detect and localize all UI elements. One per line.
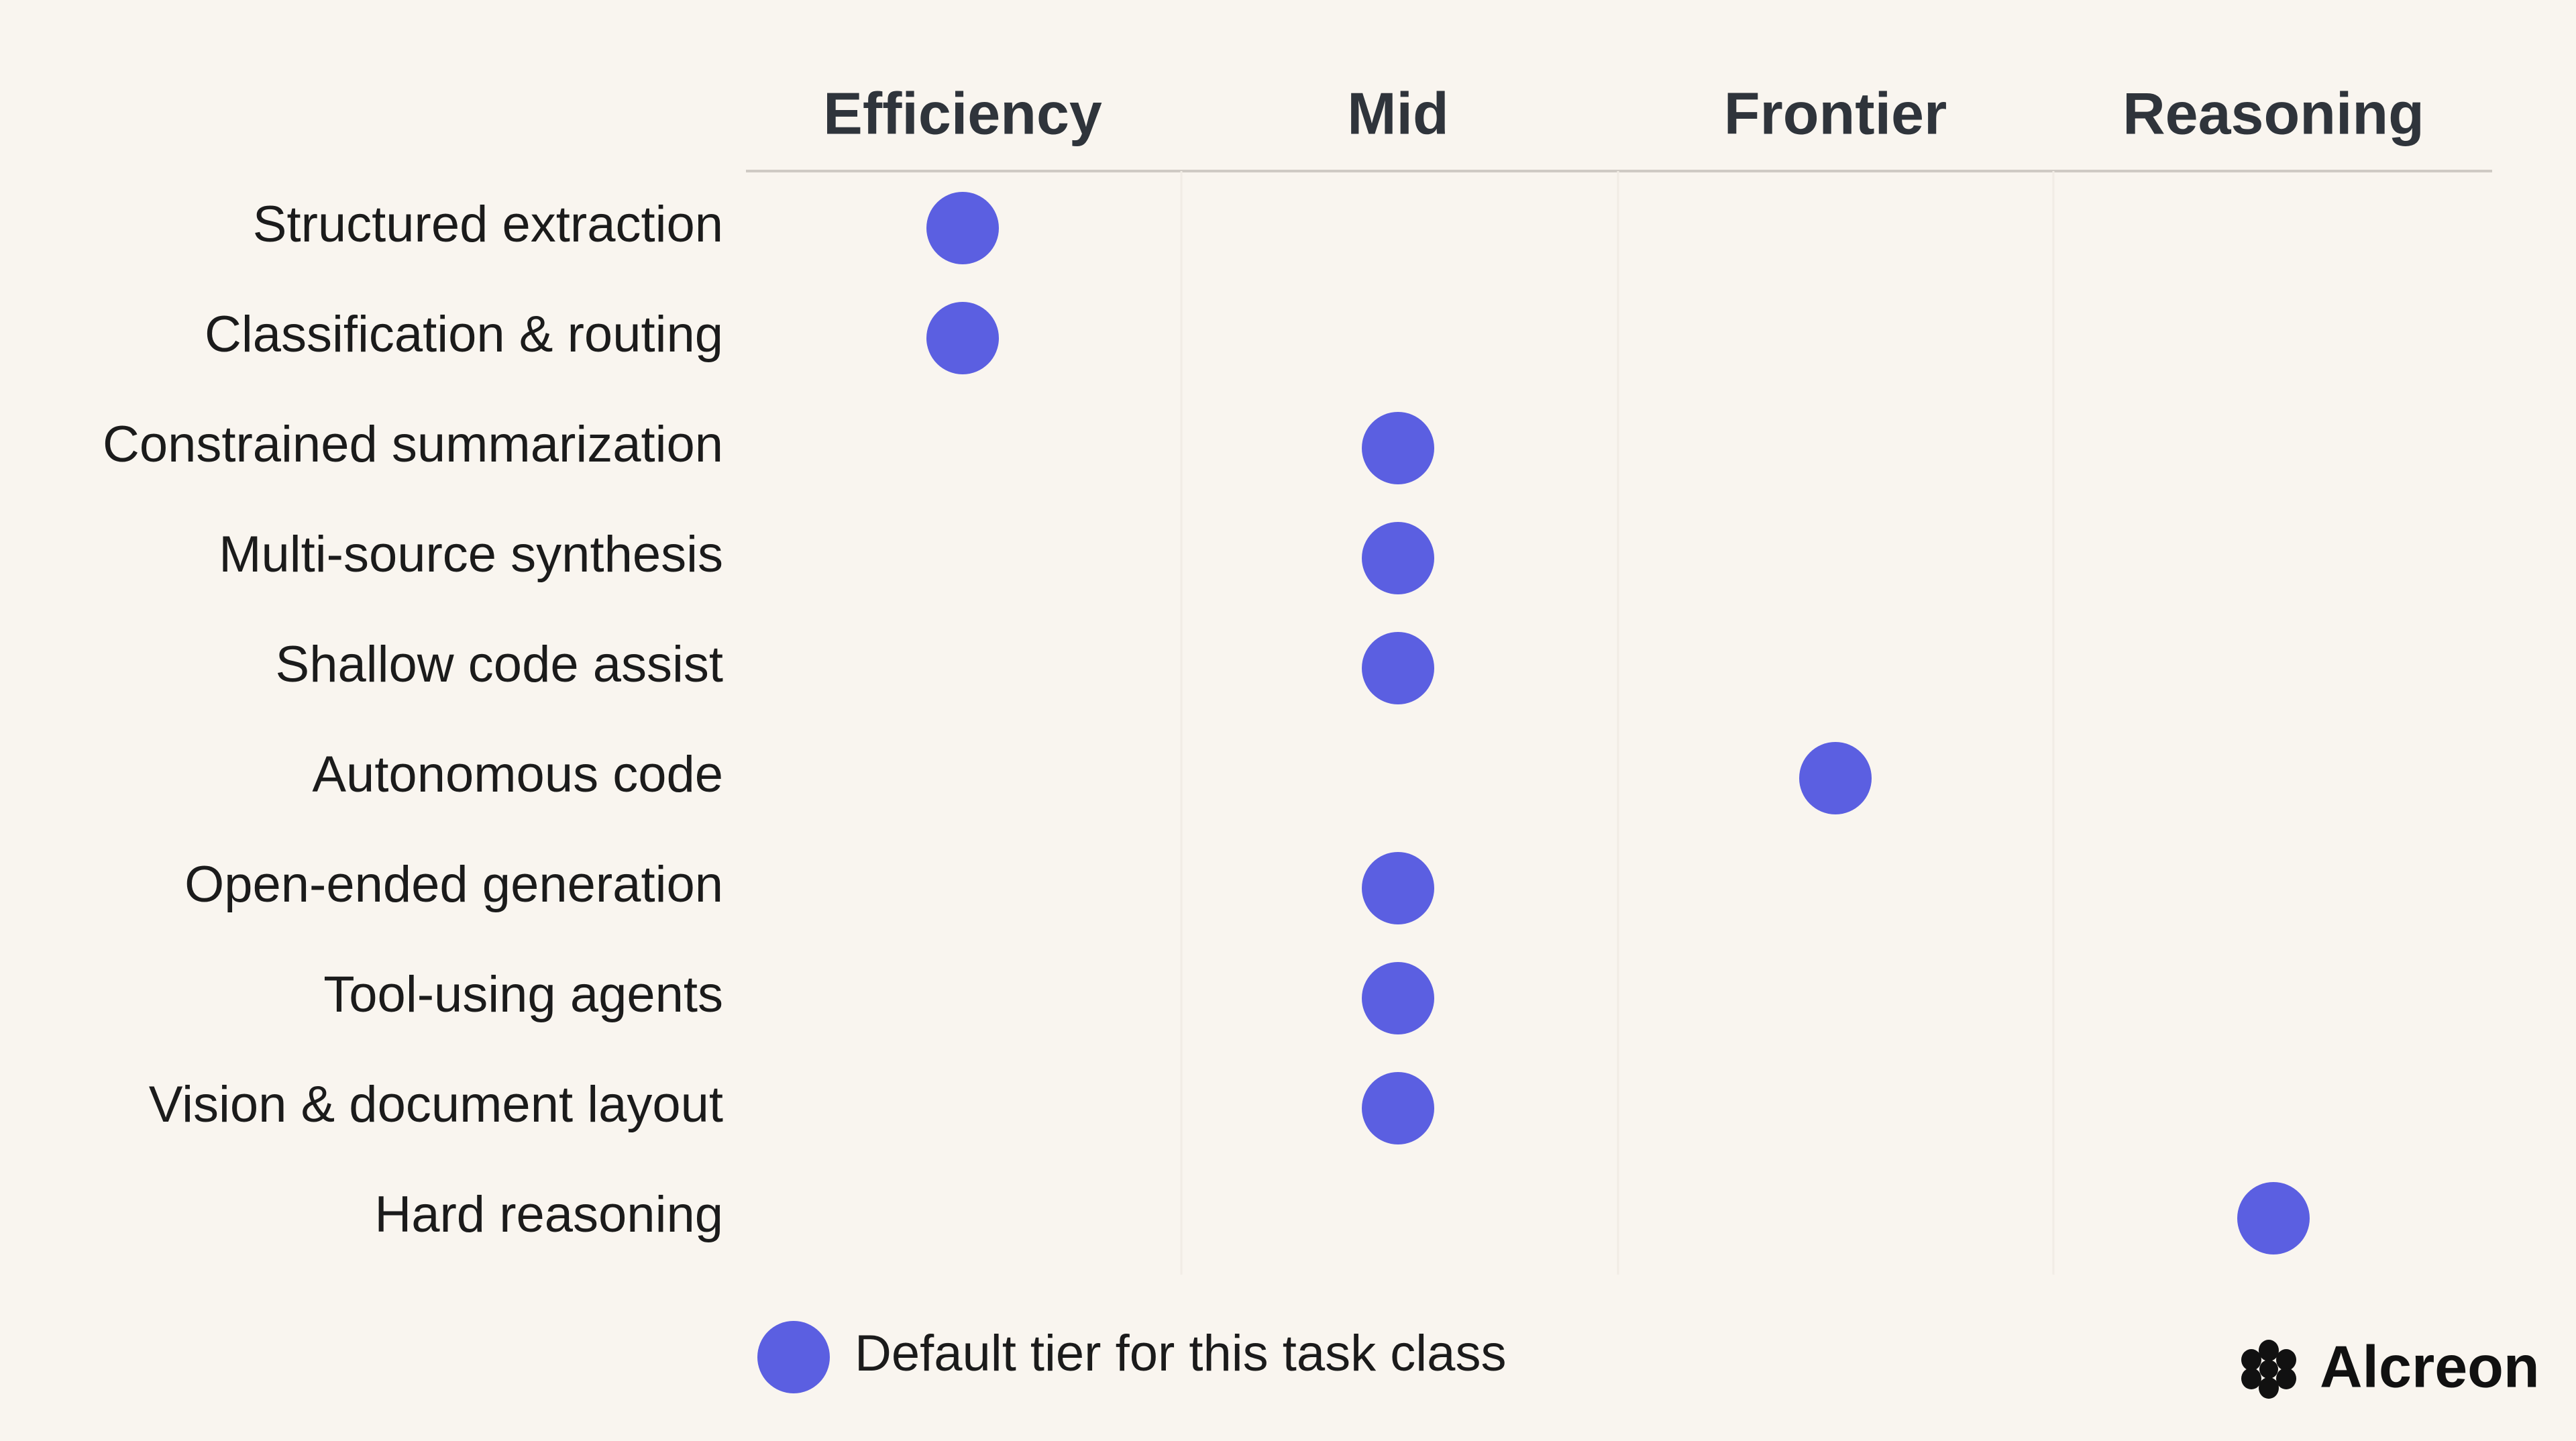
tier-dot <box>1362 1072 1434 1144</box>
column-header: Mid <box>1347 80 1449 146</box>
row-label: Tool-using agents <box>323 966 723 1023</box>
column-header: Frontier <box>1724 80 1947 146</box>
tier-dot <box>926 302 999 374</box>
tier-dot <box>1362 522 1434 594</box>
column-header: Efficiency <box>823 80 1102 146</box>
row-label: Structured extraction <box>253 196 723 253</box>
tier-dot <box>2237 1182 2310 1255</box>
row-label: Multi-source synthesis <box>219 526 723 583</box>
legend-dot <box>757 1321 830 1393</box>
row-label: Hard reasoning <box>374 1186 723 1243</box>
row-label: Vision & document layout <box>149 1076 723 1133</box>
brand-name: Alcreon <box>2320 1333 2540 1399</box>
tier-dot <box>1362 852 1434 924</box>
tier-dot <box>1799 742 1872 814</box>
tier-dot <box>1362 632 1434 704</box>
row-label: Open-ended generation <box>184 856 723 913</box>
row-label: Autonomous code <box>312 746 723 803</box>
tier-dot <box>1362 962 1434 1034</box>
row-label: Shallow code assist <box>276 636 723 693</box>
legend-label: Default tier for this task class <box>855 1325 1506 1382</box>
column-header: Reasoning <box>2123 80 2424 146</box>
tier-dot <box>1362 412 1434 484</box>
brand-logo <box>2241 1340 2296 1399</box>
tier-dot <box>926 192 999 264</box>
row-label: Classification & routing <box>205 306 723 363</box>
row-label: Constrained summarization <box>103 416 723 473</box>
